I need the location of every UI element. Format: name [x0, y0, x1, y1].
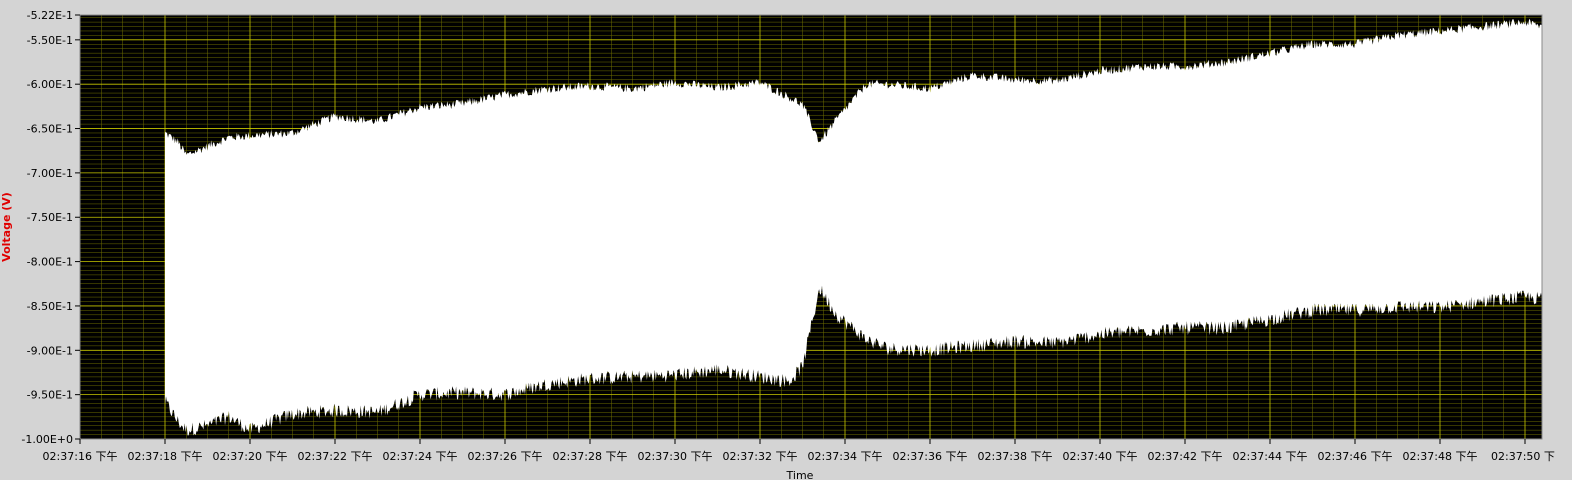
- x-tick-label: 02:37:32 下午: [723, 450, 798, 463]
- y-tick-label: -9.00E-1: [27, 344, 73, 357]
- y-tick-label: -8.00E-1: [27, 256, 73, 269]
- y-tick-label: -8.50E-1: [27, 300, 73, 313]
- x-axis-label: Time: [786, 469, 814, 480]
- x-tick-label: 02:37:36 下午: [893, 450, 968, 463]
- y-tick-label: -7.00E-1: [27, 167, 73, 180]
- y-tick-label: -5.50E-1: [27, 34, 73, 47]
- plot-border: [79, 14, 1543, 440]
- x-tick-label: 02:37:16 下午: [43, 450, 118, 463]
- x-tick-label: 02:37:30 下午: [638, 450, 713, 463]
- signal-envelope: [165, 18, 1542, 436]
- x-tick-label: 02:37:26 下午: [468, 450, 543, 463]
- x-tick-label: 02:37:34 下午: [808, 450, 883, 463]
- y-tick-label: -5.22E-1: [27, 9, 73, 22]
- x-tick-label: 02:37:24 下午: [383, 450, 458, 463]
- x-tick-label: 02:37:28 下午: [553, 450, 628, 463]
- y-tick-label: -6.00E-1: [27, 78, 73, 91]
- x-tick-label: 02:37:46 下午: [1318, 450, 1393, 463]
- x-tick-label: 02:37:38 下午: [978, 450, 1053, 463]
- x-tick-label: 02:37:40 下午: [1063, 450, 1138, 463]
- x-tick-label: 02:37:20 下午: [213, 450, 288, 463]
- x-tick-label: 02:37:48 下午: [1403, 450, 1478, 463]
- y-tick-label: -1.00E+0: [21, 433, 73, 446]
- x-tick-label: 02:37:44 下午: [1233, 450, 1308, 463]
- y-axis-label: Voltage (V): [0, 192, 13, 262]
- y-tick-label: -6.50E-1: [27, 123, 73, 136]
- x-tick-label: 02:37:18 下午: [128, 450, 203, 463]
- x-tick-label: 02:37:50 下: [1491, 450, 1555, 463]
- y-tick-label: -7.50E-1: [27, 211, 73, 224]
- x-axis: 02:37:16 下午 02:37:18 下午 02:37:20 下午 02:37:2…: [43, 439, 1555, 463]
- x-tick-label: 02:37:22 下午: [298, 450, 373, 463]
- y-axis: -5.22E-1 -5.50E-1 -6.00E-1 -6.50E-1 -7.00E-1…: [21, 9, 80, 446]
- x-tick-label: 02:37:42 下午: [1148, 450, 1223, 463]
- y-tick-label: -9.50E-1: [27, 389, 73, 402]
